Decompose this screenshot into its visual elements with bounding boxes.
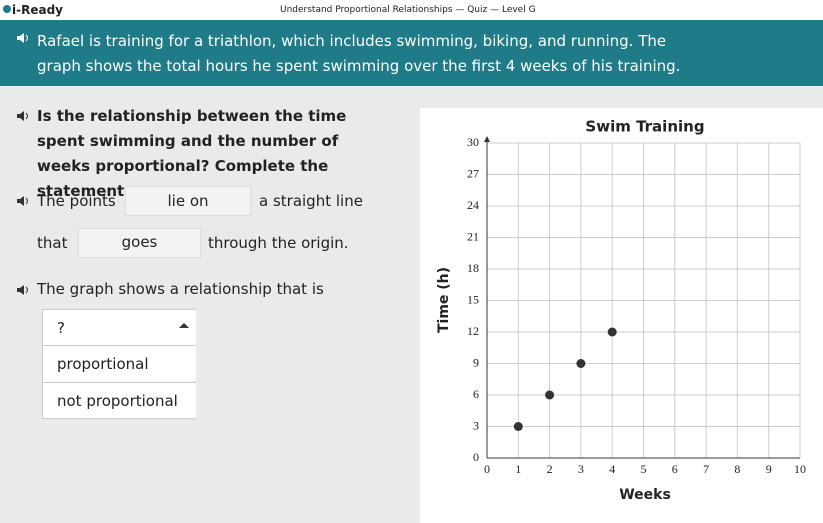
app-name: i-Ready [12,3,63,17]
y-tick-label: 9 [473,355,479,369]
prompt-text: Rafael is training for a triathlon, whic… [37,32,681,75]
dropdown-placeholder[interactable]: ? [43,310,196,346]
quiz-title: Understand Proportional Relationships — … [280,5,536,15]
y-tick-label: 21 [467,229,479,243]
x-tick-label: 6 [672,462,678,476]
speaker-icon[interactable] [16,32,30,44]
y-axis-label: Time (h) [436,267,452,333]
speaker-icon[interactable] [16,110,30,122]
header: i-Ready Understand Proportional Relation… [0,0,823,20]
y-tick-label: 15 [467,292,479,306]
y-tick-label: 27 [467,166,479,180]
statement-text: a straight line [259,192,363,210]
y-tick-label: 18 [467,261,479,275]
chart: Swim Training Weeks Time (h) 03691215182… [420,108,823,523]
statement-text: The points [37,192,116,210]
x-tick-label: 8 [734,462,740,476]
x-axis-label: Weeks [619,487,671,503]
prompt-banner [0,20,823,86]
speaker-icon[interactable] [16,284,30,296]
data-point [513,422,523,431]
dropdown[interactable]: ? proportional not proportional [42,309,196,419]
answer-blank[interactable]: goes [78,228,201,258]
answer-blank[interactable]: lie on [125,186,251,216]
speaker-icon[interactable] [16,195,30,207]
x-tick-label: 5 [641,462,647,476]
y-tick-label: 12 [467,324,479,338]
dropdown-option[interactable]: not proportional [43,382,196,418]
y-tick-label: 30 [467,135,479,149]
data-point [545,390,555,400]
dropdown-caret [179,323,189,328]
question-text: Is the relationship between the time spe… [37,107,347,200]
data-point [576,359,586,368]
chart-title: Swim Training [585,118,704,136]
dropdown-option[interactable]: proportional [43,345,196,381]
x-tick-label: 9 [766,462,772,476]
statement-text: The graph shows a relationship that is [37,280,324,298]
logo [3,5,11,13]
x-tick-label: 1 [515,462,521,476]
x-tick-label: 4 [609,462,615,476]
data-point [607,327,617,337]
y-tick-label: 3 [473,418,479,432]
x-tick-label: 3 [578,462,584,476]
axis-arrow [484,136,490,142]
y-tick-label: 6 [473,387,479,401]
statement-text: through the origin. [208,234,349,252]
x-tick-label: 2 [547,462,553,476]
x-tick-label: 7 [703,462,709,476]
statement-text: that [37,234,68,252]
x-tick-label: 10 [794,462,806,476]
x-tick-label: 0 [484,462,490,476]
y-tick-label: 0 [473,450,479,464]
y-tick-label: 24 [467,198,479,212]
